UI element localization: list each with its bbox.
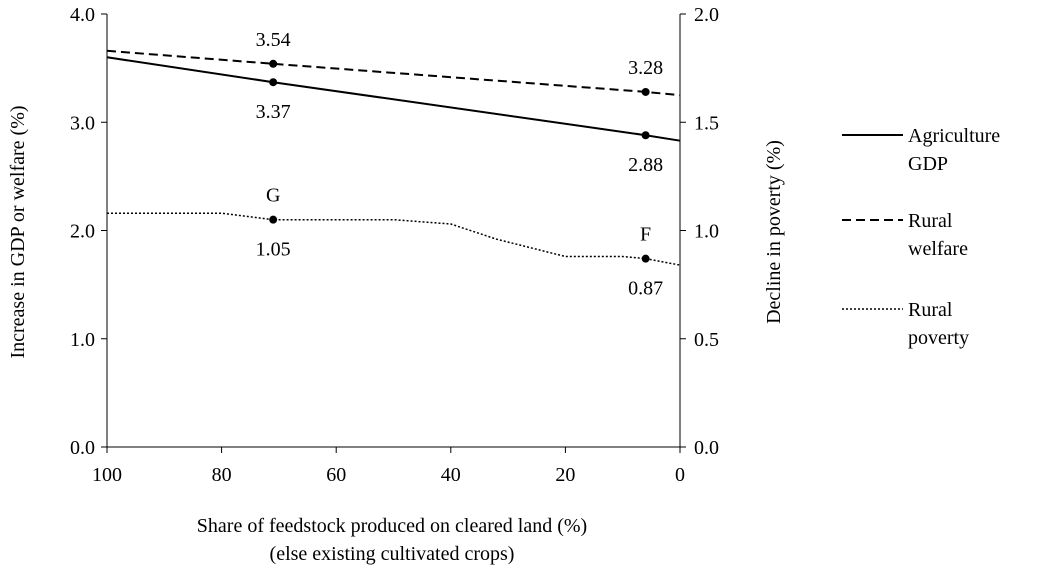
x-tick-label: 0 [675,464,685,486]
legend-label-agriculture-gdp: GDP [908,153,948,175]
y-left-tick-label: 1.0 [70,329,95,351]
series-line-rural-welfare [106,49,681,97]
x-tick-label: 100 [92,464,122,486]
y-left-tick-label: 3.0 [70,112,95,134]
x-axis-title-line-2: (else existing cultivated crops) [270,543,515,565]
legend-label-rural-poverty: Rural [908,299,953,321]
x-tick-label: 80 [212,464,232,486]
legend-label-rural-welfare: welfare [908,238,968,260]
y-right-tick-label: 2.0 [694,4,719,26]
y-left-tick-label: 4.0 [70,4,95,26]
data-point-marker [269,59,278,68]
y-axis-right-title: Decline in poverty (%) [763,140,785,324]
series-line-rural-poverty [107,212,681,266]
x-tick-label: 40 [441,464,461,486]
data-point-marker [269,78,278,87]
data-label: 3.54 [256,29,291,51]
legend-label-rural-welfare: Rural [908,210,953,232]
data-label: 3.28 [628,57,663,79]
legend-label-rural-poverty: poverty [908,327,969,349]
series-line-agriculture-gdp [106,56,681,142]
y-right-tick-label: 0.0 [694,437,719,459]
data-point-marker [641,254,650,263]
x-tick-label: 60 [326,464,346,486]
x-axis-title-line-1: Share of feedstock produced on cleared l… [197,515,587,537]
point-label: G [266,185,280,207]
data-point-marker [641,131,650,140]
data-label: 3.37 [256,101,291,123]
legend-label-agriculture-gdp: Agriculture [908,125,1000,147]
data-point-marker [641,87,650,96]
data-label: 2.88 [628,154,663,176]
y-axis-left-title: Increase in GDP or welfare (%) [7,105,29,358]
data-point-marker [269,215,278,224]
x-tick-label: 20 [555,464,575,486]
y-left-tick-label: 0.0 [70,437,95,459]
point-label: F [640,224,651,246]
y-right-tick-label: 1.0 [694,221,719,243]
data-label: 0.87 [628,278,663,300]
y-left-tick-label: 2.0 [70,221,95,243]
data-label: 1.05 [256,239,291,261]
y-right-tick-label: 1.5 [694,112,719,134]
y-right-tick-label: 0.5 [694,329,719,351]
